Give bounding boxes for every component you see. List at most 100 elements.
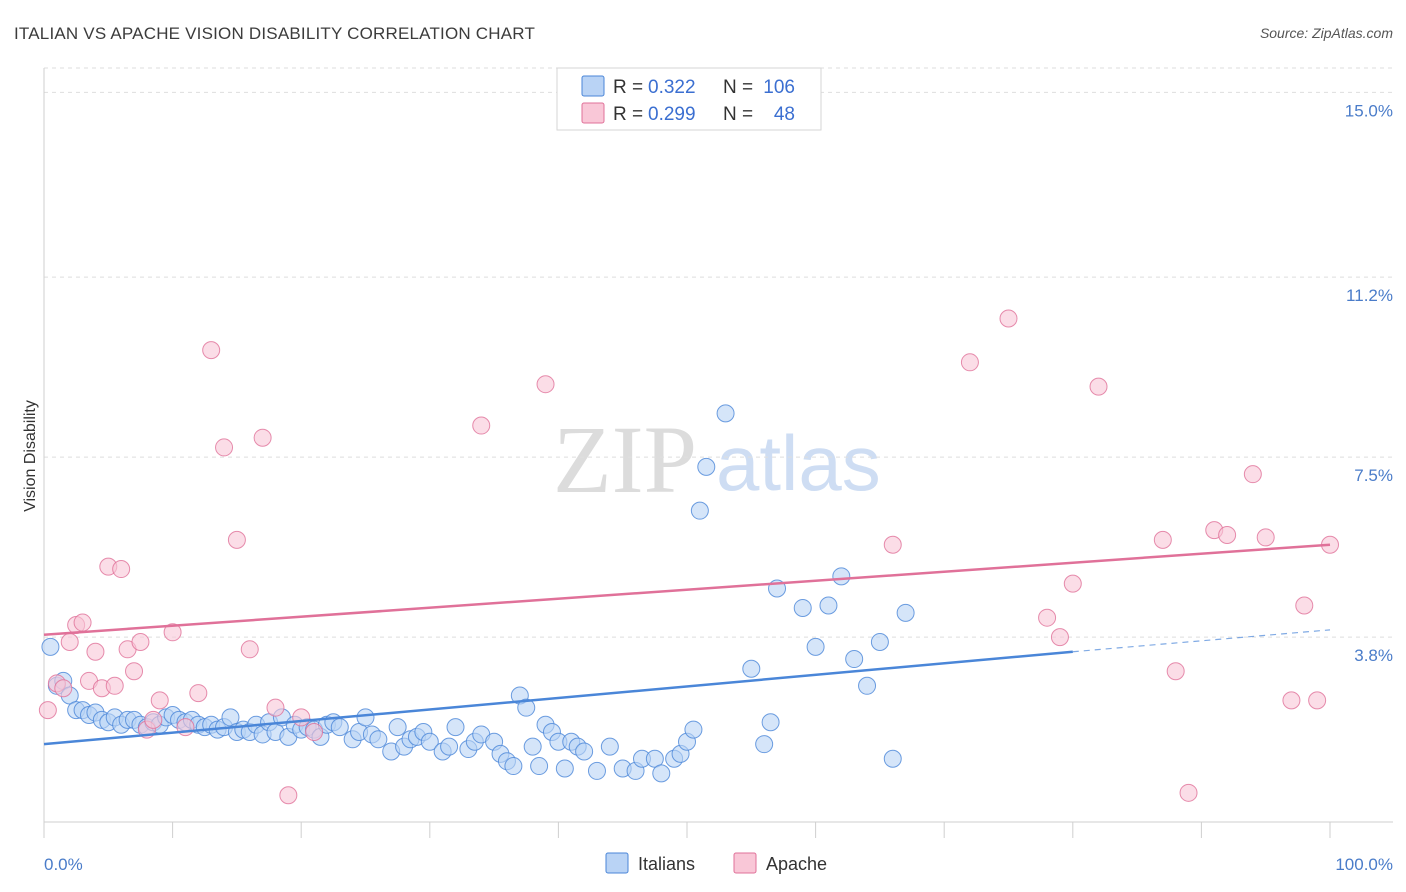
data-point [73, 613, 92, 632]
bottom-legend-swatch-italians [605, 852, 629, 874]
data-point [356, 708, 375, 727]
legend-n-value-apache: 48 [774, 104, 795, 125]
legend-swatch-apache [581, 102, 605, 124]
data-point [652, 764, 671, 783]
data-point [41, 637, 60, 656]
watermark: ZIP atlas [553, 406, 881, 513]
data-point [189, 684, 208, 703]
data-point [806, 637, 825, 656]
data-point [1295, 596, 1314, 615]
legend-box: R = 0.322 N = 106 R = 0.299 N = 48 [556, 67, 822, 131]
legend-r-label-italians: R = [613, 77, 643, 98]
data-point [1308, 691, 1327, 710]
x-tick-label-min: 0.0% [44, 855, 83, 874]
watermark-zip: ZIP [553, 406, 697, 513]
data-point [125, 662, 144, 681]
data-point [858, 676, 877, 695]
data-point [150, 691, 169, 710]
data-point [163, 623, 182, 642]
data-point [1063, 574, 1082, 593]
data-point [1038, 608, 1057, 627]
data-point [684, 720, 703, 739]
data-point [587, 761, 606, 780]
data-point [1179, 783, 1198, 802]
data-point [215, 438, 234, 457]
data-point [240, 640, 259, 659]
data-point [369, 730, 388, 749]
y-tick-labels: 3.8% 7.5% 11.2% 15.0% [1345, 101, 1393, 665]
y-tick-label: 15.0% [1345, 101, 1393, 120]
data-point [530, 757, 549, 776]
data-point [144, 710, 163, 729]
watermark-atlas: atlas [716, 419, 881, 507]
data-point [716, 404, 735, 423]
data-point [536, 375, 555, 394]
y-tick-label: 3.8% [1354, 646, 1393, 665]
legend-r-value-apache: 0.299 [648, 104, 696, 125]
x-axis-ticks [43, 822, 1331, 838]
data-point [960, 353, 979, 372]
legend-n-value-italians: 106 [763, 77, 795, 98]
data-point [131, 633, 150, 652]
data-point [1256, 528, 1275, 547]
data-point [440, 737, 459, 756]
legend-n-label-italians: N = [723, 77, 753, 98]
data-point [697, 457, 716, 476]
bottom-legend-label-apache: Apache [766, 854, 827, 874]
data-point [305, 723, 324, 742]
data-point [755, 735, 774, 754]
data-point [1243, 465, 1262, 484]
data-point [883, 749, 902, 768]
legend-r-value-italians: 0.322 [648, 77, 696, 98]
legend-swatch-italians [581, 75, 605, 97]
data-point [472, 416, 491, 435]
data-point [793, 598, 812, 617]
data-point [279, 786, 298, 805]
data-point [420, 732, 439, 751]
data-point [330, 718, 349, 737]
data-point [105, 676, 124, 695]
data-point [227, 530, 246, 549]
data-point [999, 309, 1018, 328]
data-point [112, 560, 131, 579]
bottom-legend: Italians Apache [605, 852, 827, 874]
trend-lines [43, 543, 1331, 746]
data-point [388, 718, 407, 737]
data-point [1089, 377, 1108, 396]
data-point [883, 535, 902, 554]
data-point [555, 759, 574, 778]
data-point [523, 737, 542, 756]
data-point [690, 501, 709, 520]
bottom-legend-label-italians: Italians [638, 854, 695, 874]
legend-r-label-apache: R = [613, 104, 643, 125]
data-point [742, 659, 761, 678]
y-tick-label: 7.5% [1354, 466, 1393, 485]
data-point [600, 737, 619, 756]
data-point [202, 341, 221, 360]
data-point [60, 633, 79, 652]
data-point [1166, 662, 1185, 681]
data-point [517, 698, 536, 717]
y-tick-label: 11.2% [1346, 286, 1393, 305]
series-apache-points [38, 309, 1339, 805]
data-point [896, 603, 915, 622]
data-point [446, 718, 465, 737]
data-point [819, 596, 838, 615]
chart-title: ITALIAN VS APACHE VISION DISABILITY CORR… [14, 24, 535, 43]
data-point [504, 757, 523, 776]
data-point [54, 679, 73, 698]
data-point [1050, 628, 1069, 647]
data-point [1153, 530, 1172, 549]
data-point [292, 708, 311, 727]
data-point [845, 650, 864, 669]
data-point [266, 698, 285, 717]
trend-line-extension [1072, 629, 1331, 653]
data-point [832, 567, 851, 586]
data-point [1282, 691, 1301, 710]
trend-line [43, 543, 1331, 636]
data-point [1218, 525, 1237, 544]
legend-n-label-apache: N = [723, 104, 753, 125]
data-point [870, 633, 889, 652]
data-point [761, 713, 780, 732]
